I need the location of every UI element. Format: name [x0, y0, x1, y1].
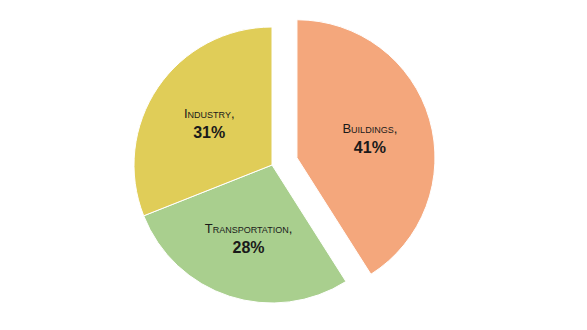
- svg-text:Industry,31%: Industry,31%: [184, 106, 235, 141]
- svg-text:Buildings,41%: Buildings,41%: [342, 121, 397, 156]
- svg-text:Transportation,28%: Transportation,28%: [205, 221, 293, 256]
